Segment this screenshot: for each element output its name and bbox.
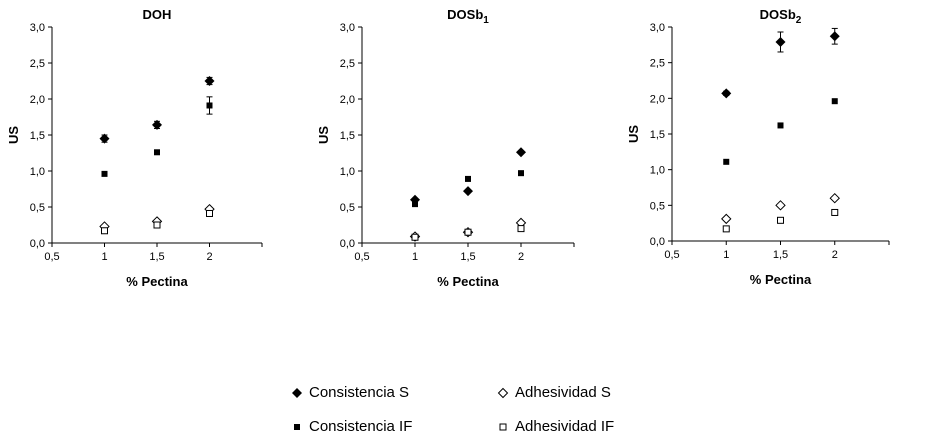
square-filled-icon — [294, 423, 300, 430]
chart-title-subscript: 2 — [796, 15, 802, 26]
x-axis-label: % Pectina — [750, 272, 812, 287]
y-tick-label: 3,0 — [650, 22, 665, 34]
adhesividad-if-point — [777, 216, 784, 224]
y-tick-label: 0,0 — [340, 238, 355, 250]
consistencia-if-point — [723, 158, 730, 165]
adhesividad-if-point — [722, 225, 730, 233]
x-tick-label: 0,5 — [354, 251, 369, 263]
adhesividad-if-point — [206, 209, 213, 217]
y-tick-label: 0,5 — [30, 202, 45, 214]
y-tick-label: 2,0 — [650, 93, 665, 105]
consistencia-s-point — [99, 133, 110, 144]
legend-item-adhesividad-if: Adhesividad IF — [496, 418, 614, 435]
x-tick-label: 2 — [206, 251, 212, 263]
y-axis-label: US — [316, 126, 331, 144]
x-tick-label: 1,5 — [149, 251, 164, 263]
consistencia-s-point — [775, 36, 786, 47]
y-tick-label: 0,0 — [30, 238, 45, 250]
legend-label: Adhesividad IF — [515, 418, 615, 435]
y-axis-label: US — [626, 125, 641, 143]
legend-label: Consistencia S — [309, 384, 410, 401]
chart-title: DOH — [143, 7, 172, 22]
y-tick-label: 1,5 — [650, 129, 665, 141]
legend: Consistencia S Adhesividad S Consistenci… — [290, 380, 710, 440]
consistencia-s-point — [721, 88, 732, 99]
y-tick-label: 1,5 — [30, 130, 45, 142]
adhesividad-if-point — [517, 225, 525, 233]
x-tick-label: 2 — [832, 249, 838, 261]
consistencia-if-point — [777, 122, 784, 129]
y-tick-label: 2,5 — [30, 58, 45, 70]
x-axis-label: % Pectina — [126, 274, 188, 289]
adhesividad-if-point — [464, 228, 472, 236]
consistencia-if-point — [154, 149, 160, 156]
x-tick-label: 2 — [518, 251, 524, 263]
adhesividad-if-point — [101, 227, 108, 235]
y-tick-label: 0,5 — [340, 202, 355, 214]
x-tick-label: 1,5 — [460, 251, 475, 263]
adhesividad-if-point — [153, 221, 161, 229]
diamond-open-icon — [497, 387, 509, 398]
consistencia-s-point — [152, 119, 162, 130]
adhesividad-if-point — [831, 208, 839, 216]
y-tick-label: 2,0 — [30, 94, 45, 106]
chart-title: DOSb2 — [760, 7, 802, 26]
y-tick-label: 2,0 — [340, 94, 355, 106]
y-tick-label: 3,0 — [340, 22, 355, 34]
x-tick-label: 1 — [412, 251, 418, 263]
adhesividad-s-point — [721, 213, 732, 225]
adhesividad-s-point — [829, 192, 840, 204]
consistencia-if-point — [831, 98, 838, 105]
legend-item-consistencia-s: Consistencia S — [290, 384, 409, 401]
y-tick-label: 1,0 — [30, 166, 45, 178]
y-tick-label: 1,0 — [650, 165, 665, 177]
consistencia-if-point — [412, 201, 418, 208]
consistencia-if-point — [518, 170, 524, 177]
y-tick-label: 2,5 — [650, 58, 665, 70]
legend-item-adhesividad-s: Adhesividad S — [496, 384, 611, 401]
y-tick-label: 0,0 — [650, 236, 665, 248]
x-tick-label: 1 — [723, 249, 729, 261]
consistencia-s-point — [204, 76, 215, 86]
legend-label: Adhesividad S — [515, 384, 611, 401]
x-tick-label: 0,5 — [44, 251, 59, 263]
consistencia-s-point — [516, 147, 526, 158]
consistencia-if-point — [101, 170, 108, 177]
x-tick-label: 1 — [101, 251, 107, 263]
x-axis-label: % Pectina — [437, 274, 499, 289]
y-axis-label: US — [6, 126, 21, 144]
adhesividad-if-point — [411, 233, 419, 241]
diamond-filled-icon — [292, 387, 302, 398]
y-tick-label: 3,0 — [30, 22, 45, 34]
consistencia-s-point — [463, 186, 473, 197]
chart-title: DOSb1 — [447, 7, 489, 26]
adhesividad-s-point — [775, 200, 786, 211]
consistencia-if-point — [465, 175, 471, 182]
consistencia-if-point — [206, 102, 213, 109]
square-open-icon — [499, 423, 507, 430]
legend-item-consistencia-if: Consistencia IF — [290, 418, 412, 435]
consistencia-s-point — [829, 31, 840, 42]
y-tick-label: 1,0 — [340, 166, 355, 178]
x-tick-label: 0,5 — [664, 249, 679, 261]
y-tick-label: 2,5 — [340, 58, 355, 70]
legend-label: Consistencia IF — [309, 418, 413, 435]
y-tick-label: 0,5 — [650, 200, 665, 212]
y-tick-label: 1,5 — [340, 130, 355, 142]
chart-title-subscript: 1 — [483, 15, 489, 26]
x-tick-label: 1,5 — [773, 249, 788, 261]
